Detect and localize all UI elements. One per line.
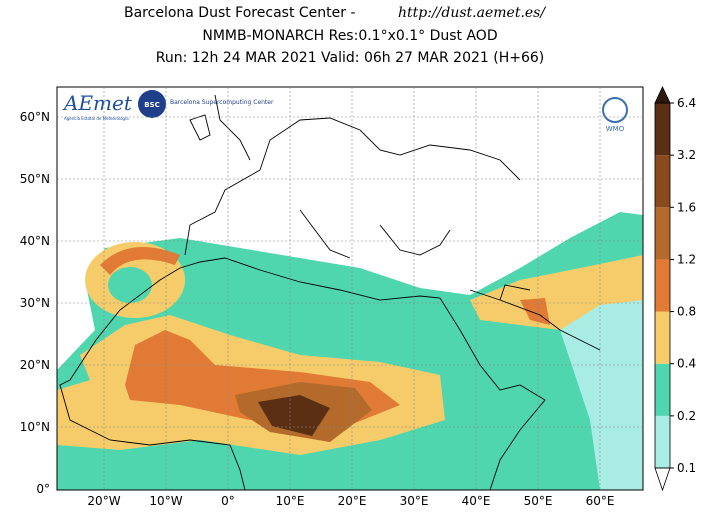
logos: AEmet Agencia Estatal de Meteorología BS…: [62, 90, 628, 133]
colorbar-label: 0.8: [677, 305, 696, 319]
longitude-label: 10°W: [149, 494, 182, 508]
colorbar-frame: [654, 102, 671, 469]
colorbar-label: 0.2: [677, 409, 696, 423]
dust-level-0-2: [108, 267, 152, 303]
dust-level-0-4: [470, 255, 643, 330]
longitude-label: 10°E: [276, 494, 305, 508]
colorbar-label: 3.2: [677, 148, 696, 162]
longitude-label: 20°E: [338, 494, 367, 508]
longitude-label: 50°E: [524, 494, 553, 508]
colorbar-label: 0.1: [677, 461, 696, 475]
colorbar-under: [654, 467, 671, 492]
colorbar-segment: [655, 363, 670, 416]
logo-bsc: BSC: [144, 101, 160, 109]
dust-level-3-2: [258, 395, 330, 436]
colorbar: 0.1 0.2 0.4 0.8 1.2 1.6 3.2 6.4: [654, 86, 696, 492]
colorbar-label: 1.2: [677, 252, 696, 266]
colorbar-label: 6.4: [677, 96, 696, 110]
logo-wmo: WMO: [606, 125, 625, 133]
colorbar-segment: [655, 207, 670, 260]
dust-level-0-8: [100, 247, 180, 275]
latitude-label: 10°N: [20, 420, 50, 434]
colorbar-label: 0.4: [677, 357, 696, 371]
latitude-label: 60°N: [20, 110, 50, 124]
map-frame: [56, 86, 644, 491]
coastlines: [59, 94, 601, 490]
colorbar-segment: [655, 415, 670, 468]
logo-aemet: AEmet: [62, 91, 133, 115]
logo-wmo-circle: [602, 97, 628, 123]
latitude-label: 30°N: [20, 296, 50, 310]
latitude-label: 0°: [36, 482, 50, 496]
colorbar-over: [654, 86, 671, 104]
map-area: AEmet Agencia Estatal de Meteorología BS…: [20, 86, 644, 508]
latitude-label: 20°N: [20, 358, 50, 372]
longitude-label: 0°: [221, 494, 235, 508]
colorbar-label: 1.6: [677, 200, 696, 214]
dust-level-0-8: [520, 298, 550, 325]
latitude-label: 50°N: [20, 172, 50, 186]
latitude-label: 40°N: [20, 234, 50, 248]
longitude-label: 40°E: [462, 494, 491, 508]
title-url: http://dust.aemet.es/: [398, 5, 546, 21]
longitude-label: 60°E: [586, 494, 615, 508]
colorbar-segment: [655, 311, 670, 364]
title-line: Run: 12h 24 MAR 2021 Valid: 06h 27 MAR 2…: [156, 50, 545, 66]
logo-bsc-name: Barcelona Supercomputing Center: [170, 99, 274, 106]
longitude-label: 30°E: [400, 494, 429, 508]
longitude-label: 20°W: [87, 494, 120, 508]
logo-bsc-circle: [138, 90, 166, 118]
axes: 60°N 50°N 40°N 30°N 20°N 10°N 0° 20°W 10°W 0° 10°E…: [20, 87, 643, 508]
logo-aemet-sub: Agencia Estatal de Meteorología: [64, 116, 129, 121]
colorbar-segment: [655, 155, 670, 208]
title-line: NMMB-MONARCH Res:0.1°x0.1° Dust AOD: [202, 28, 497, 44]
title-line: Barcelona Dust Forecast Center -: [124, 5, 356, 21]
colorbar-segment: [655, 103, 670, 156]
colorbar-segment: [655, 259, 670, 312]
